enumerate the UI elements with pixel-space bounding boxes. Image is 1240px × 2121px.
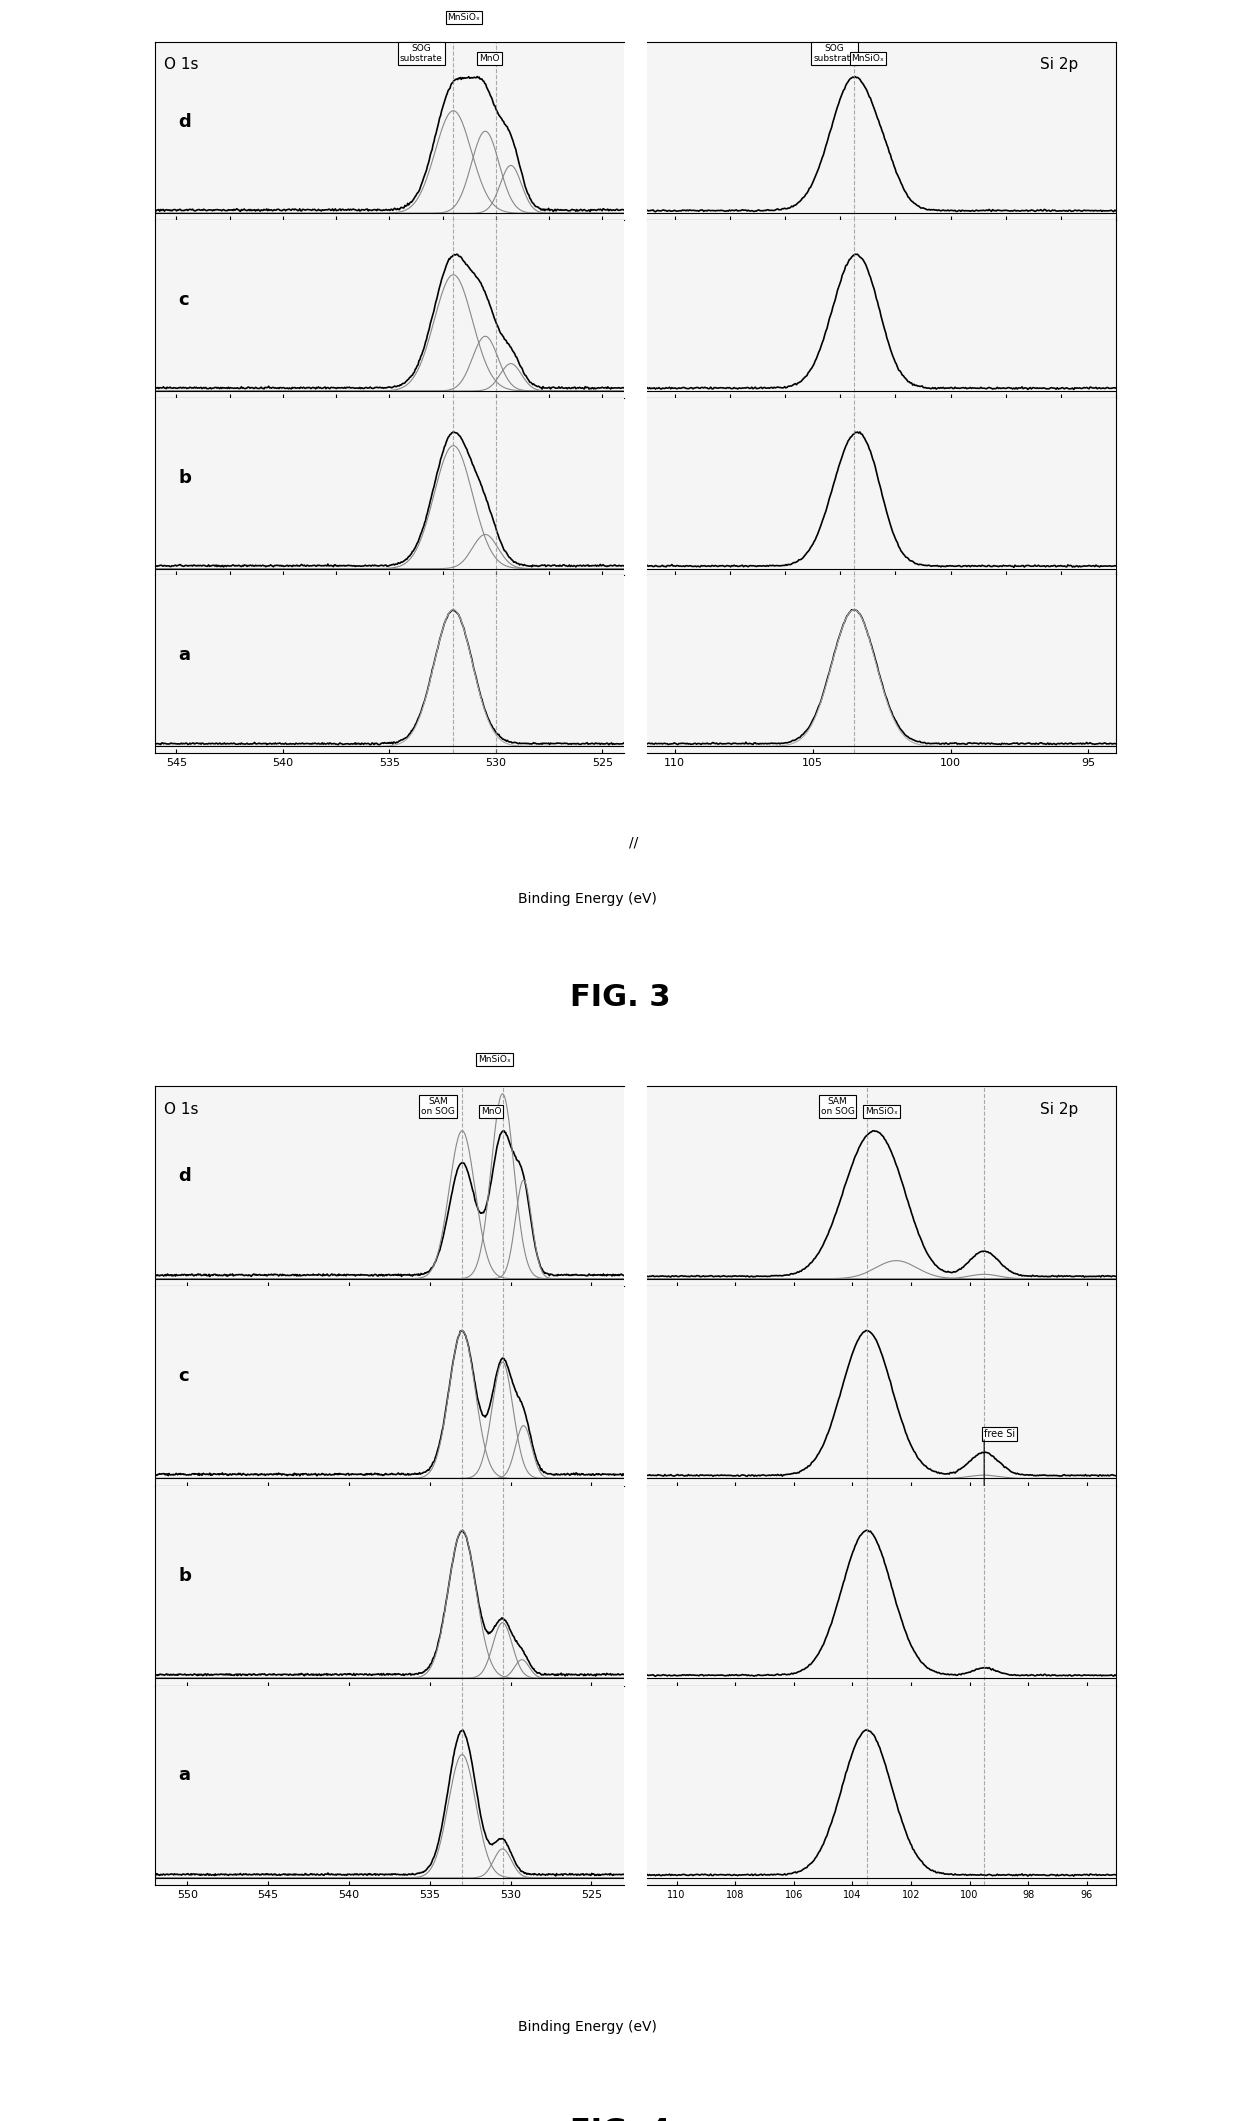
Text: FIG. 4: FIG. 4 <box>569 2117 671 2121</box>
Text: MnSiOₓ: MnSiOₓ <box>448 13 480 21</box>
Text: MnSiOₓ: MnSiOₓ <box>866 1107 898 1116</box>
Text: MnSiOₓ: MnSiOₓ <box>852 53 884 64</box>
Text: MnSiOₓ: MnSiOₓ <box>479 1056 511 1065</box>
Text: d: d <box>179 1167 191 1186</box>
Text: //: // <box>629 836 637 848</box>
Text: d: d <box>179 112 191 132</box>
Text: Si 2p: Si 2p <box>1040 57 1079 72</box>
Text: b: b <box>179 1567 191 1584</box>
Text: a: a <box>179 647 191 664</box>
Text: Binding Energy (eV): Binding Energy (eV) <box>518 893 657 906</box>
Text: SOG
substrate: SOG substrate <box>813 45 856 64</box>
Text: SAM
on SOG: SAM on SOG <box>420 1097 455 1116</box>
Text: Binding Energy (eV): Binding Energy (eV) <box>518 2021 657 2034</box>
Text: Si 2p: Si 2p <box>1040 1103 1079 1118</box>
Text: SOG
substrate: SOG substrate <box>401 45 443 64</box>
Text: O 1s: O 1s <box>165 1103 198 1118</box>
Text: free Si: free Si <box>985 1430 1016 1438</box>
Text: a: a <box>179 1767 191 1784</box>
Text: FIG. 3: FIG. 3 <box>569 982 671 1012</box>
Text: MnO: MnO <box>480 53 500 64</box>
Text: c: c <box>179 1368 188 1385</box>
Text: O 1s: O 1s <box>165 57 198 72</box>
Text: MnO: MnO <box>481 1107 501 1116</box>
Text: b: b <box>179 469 191 486</box>
Text: c: c <box>179 291 188 310</box>
Text: SAM
on SOG: SAM on SOG <box>821 1097 854 1116</box>
